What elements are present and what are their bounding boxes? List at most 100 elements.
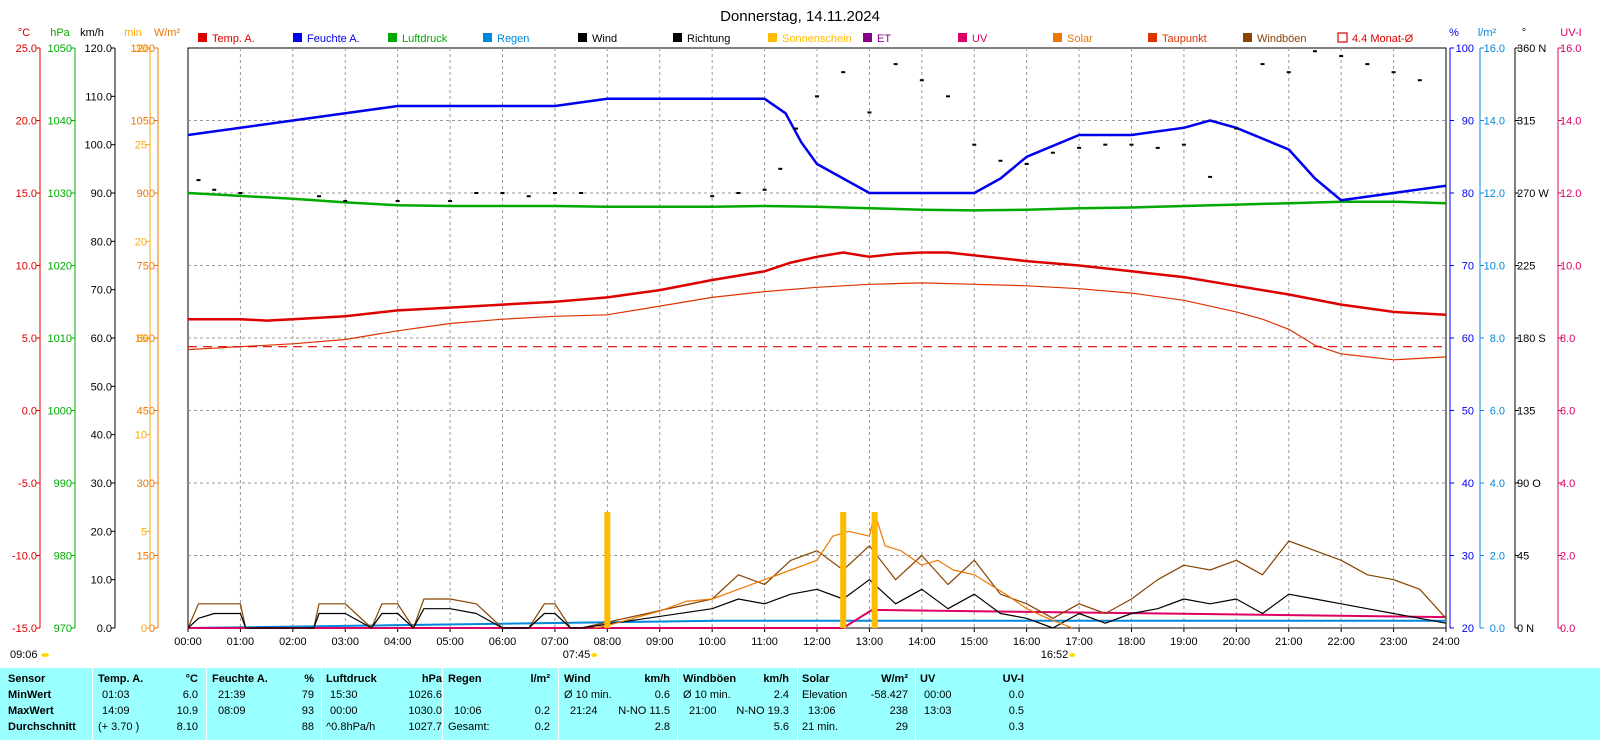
- rain-tick-label: 6.0: [1490, 406, 1505, 418]
- gust-max-time: 21:00: [689, 705, 717, 717]
- minutes-tick-label: 25: [135, 140, 147, 152]
- x-tick-label: 08:00: [594, 636, 622, 648]
- direction-tick-label: 225: [1517, 261, 1535, 273]
- rain-tick-label: 4.0: [1490, 478, 1505, 490]
- legend-swatch-0: [198, 33, 207, 42]
- solar-avg-val: 29: [895, 721, 908, 733]
- stats-labels: Sensor MinWert MaxWert Durchschnitt: [8, 672, 88, 738]
- legend-swatch-11: [1243, 33, 1252, 42]
- temp-tick-label: -5.0: [18, 478, 37, 490]
- x-tick-label: 23:00: [1380, 636, 1408, 648]
- solar-min-val: -58.427: [870, 689, 908, 701]
- stats-table: Sensor MinWert MaxWert Durchschnitt Temp…: [0, 668, 1600, 740]
- rain-avg-note: Gesamt:: [448, 721, 490, 733]
- pressure-tick-label: 1030: [48, 188, 72, 200]
- chart-grid: [187, 47, 1447, 629]
- x-tick-label: 00:00: [174, 636, 202, 648]
- wind-tick-label: 120.0: [84, 43, 112, 55]
- legend-label-0: Temp. A.: [212, 33, 255, 45]
- press-unit: hPa: [421, 673, 442, 685]
- richtung-point: [919, 79, 924, 82]
- richtung-point: [500, 192, 505, 194]
- solar-head: Solar: [802, 673, 830, 685]
- wind-tick-label: 0.0: [97, 623, 112, 635]
- sonnenschein-bar: [871, 512, 878, 628]
- legend-label-1: Feuchte A.: [307, 33, 360, 45]
- x-tick-label: 10:00: [698, 636, 726, 648]
- richtung-point: [841, 71, 846, 74]
- hum-max-time: 08:09: [218, 705, 246, 717]
- rain-max-time: 10:06: [454, 705, 482, 717]
- hum-min-time: 21:39: [218, 689, 246, 701]
- legend-label-2: Luftdruck: [402, 33, 448, 45]
- richtung-point: [212, 188, 217, 191]
- sonnenschein-bar: [840, 512, 847, 628]
- wind-tick-label: 80.0: [91, 236, 112, 248]
- richtung-point: [998, 159, 1003, 162]
- temp-tick-label: 0.0: [22, 406, 37, 418]
- minutes-axis-unit: min: [124, 27, 142, 39]
- richtung-point: [736, 192, 741, 194]
- solar-tick-label: 1200: [131, 43, 155, 55]
- rain-tick-label: 14.0: [1484, 116, 1505, 128]
- pressure-tick-label: 980: [54, 551, 72, 563]
- legend-swatch-6: [768, 33, 777, 42]
- richtung-point: [474, 192, 479, 194]
- uv-avg-val: 0.3: [1008, 721, 1024, 733]
- sunset-icon: [1069, 653, 1076, 657]
- x-tick-label: 20:00: [1223, 636, 1251, 648]
- stats-temp: Temp. A. °C 01:03 6.0 14:09 10.9 (+ 3.70 ) 8…: [98, 672, 200, 738]
- legend-swatch-3: [483, 33, 492, 42]
- x-tick-label: 19:00: [1170, 636, 1198, 648]
- daylength-sun-icon: [41, 653, 49, 657]
- minutes-tick-label: 15: [135, 333, 147, 345]
- richtung-point: [972, 143, 977, 146]
- uv-tick-label: 8.0: [1560, 333, 1575, 345]
- wind-tick-label: 60.0: [91, 333, 112, 345]
- daylength-label: 09:06: [10, 649, 38, 661]
- wind-min-note: Ø 10 min.: [564, 689, 612, 701]
- series-regen: [187, 619, 1446, 629]
- rain-avg-val: 0.2: [534, 721, 550, 733]
- richtung-point: [526, 195, 531, 198]
- uv-unit: UV-I: [1002, 673, 1024, 685]
- press-min-val: 1026.6: [408, 689, 442, 701]
- x-tick-label: 12:00: [803, 636, 831, 648]
- rain-tick-label: 12.0: [1484, 188, 1505, 200]
- direction-tick-label: 270 W: [1517, 188, 1549, 200]
- direction-tick-label: 90 O: [1517, 478, 1541, 490]
- richtung-point: [1024, 163, 1029, 165]
- stats-solar: Solar W/m² Elevation -58.427 13:06 238 21 m…: [802, 672, 910, 738]
- pressure-tick-label: 1020: [48, 261, 72, 273]
- wind-min-val: 0.6: [654, 689, 670, 701]
- uv-tick-label: 4.0: [1560, 478, 1575, 490]
- x-tick-label: 06:00: [489, 636, 517, 648]
- uv-tick-label: 16.0: [1560, 43, 1581, 55]
- legend-swatch-1: [293, 33, 302, 42]
- x-tick-label: 15:00: [960, 636, 988, 648]
- richtung-point: [1365, 63, 1370, 66]
- solar-tick-label: 1050: [131, 116, 155, 128]
- richtung-point: [1339, 55, 1344, 58]
- press-head: Luftdruck: [326, 673, 377, 685]
- uv-tick-label: 6.0: [1560, 406, 1575, 418]
- solar-max-time: 13:06: [808, 705, 836, 717]
- uv-head: UV: [920, 673, 936, 685]
- hum-head: Feuchte A.: [212, 673, 268, 685]
- x-tick-label: 24:00: [1432, 636, 1460, 648]
- pressure-tick-label: 1010: [48, 333, 72, 345]
- sun-markers: 09:06 07:45 16:52: [10, 649, 1076, 661]
- wind-avg-val: 2.8: [654, 721, 670, 733]
- rain-tick-label: 10.0: [1484, 261, 1505, 273]
- minutes-tick-label: 20: [135, 236, 147, 248]
- solar-unit: W/m²: [881, 673, 908, 685]
- rain-axis-unit: l/m²: [1478, 27, 1497, 39]
- series-wind: [187, 579, 1447, 629]
- sunset-label: 16:52: [1041, 649, 1069, 661]
- legend-swatch-10: [1148, 33, 1157, 42]
- wind-unit: km/h: [644, 673, 670, 685]
- wind-max-time: 21:24: [570, 705, 598, 717]
- wind-tick-label: 70.0: [91, 285, 112, 297]
- richtung-point: [1260, 63, 1265, 66]
- wind-tick-label: 100.0: [84, 140, 112, 152]
